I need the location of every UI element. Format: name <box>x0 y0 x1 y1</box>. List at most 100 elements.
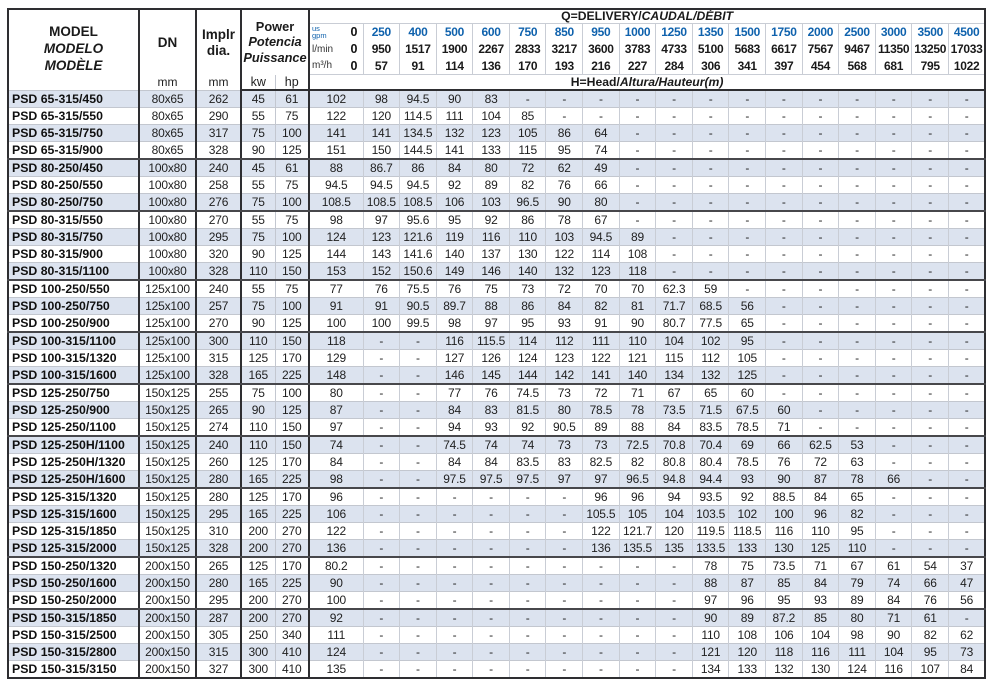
head-cell: 86 <box>399 158 437 177</box>
head-cell: - <box>948 89 986 108</box>
head-cell: 100 <box>765 505 803 523</box>
model-label-es: MODELO <box>43 41 104 57</box>
head-cell: 93 <box>472 418 510 437</box>
flow-header-value: 5683 <box>728 40 766 58</box>
head-cell: - <box>435 487 473 506</box>
model-cell: PSD 150-250/1320 <box>8 556 140 575</box>
head-cell: - <box>911 193 949 212</box>
head-cell: 141 <box>435 141 473 160</box>
gpm-zero: 0 <box>350 25 358 40</box>
head-cell: - <box>911 349 949 367</box>
lmin-unit-cell: l/min 0 <box>308 40 363 58</box>
model-cell: PSD 125-315/1850 <box>8 522 140 540</box>
head-cell: - <box>472 608 510 627</box>
head-cell: - <box>399 591 437 610</box>
flow-header-value: 950 <box>582 23 620 41</box>
pump-row: PSD 150-250/1600 200x150 280 165 225 90- - - - - -… <box>8 574 986 592</box>
head-cell: 110 <box>691 626 729 644</box>
head-cell: 98 <box>309 470 363 489</box>
flow-header-value: 454 <box>801 57 839 75</box>
head-cell: - <box>838 401 876 419</box>
hp-cell: 170 <box>275 453 310 471</box>
kw-cell: 165 <box>241 470 276 489</box>
head-cell: - <box>399 418 437 437</box>
head-cell: 77 <box>435 383 473 402</box>
kw-cell: 200 <box>241 522 276 540</box>
impeller-cell: 328 <box>196 539 242 558</box>
head-cell: - <box>399 608 437 627</box>
head-cell: - <box>765 89 803 108</box>
head-cell: - <box>362 453 400 471</box>
head-cell: - <box>545 522 583 540</box>
head-cell: 95.6 <box>399 210 437 229</box>
head-cell: 151 <box>309 141 363 160</box>
head-cell: 116 <box>435 331 473 350</box>
head-cell: - <box>838 245 876 263</box>
dn-cell: 125x100 <box>139 314 197 333</box>
head-cell: 86 <box>545 124 583 142</box>
flow-header-value: 4733 <box>655 40 693 58</box>
head-cell: 68.5 <box>691 297 729 315</box>
head-cell: - <box>728 89 766 108</box>
head-cell: 81.5 <box>508 401 546 419</box>
flow-header-value: 2833 <box>508 40 546 58</box>
hp-cell: 75 <box>275 279 310 298</box>
head-cell: - <box>399 660 437 678</box>
head-cell: - <box>765 366 803 385</box>
gpm-unit-cell: us gpm 0 <box>308 23 363 41</box>
head-cell: 73.5 <box>655 401 693 419</box>
head-cell: 106 <box>765 626 803 644</box>
pump-spec-table: MODEL MODELO MODÈLE DN mm Implr dia. mm … <box>7 8 987 679</box>
dn-cell: 150x125 <box>139 539 197 558</box>
flow-header-value: 2000 <box>801 23 839 41</box>
head-cell: 85 <box>508 107 546 125</box>
hp-cell: 100 <box>275 193 310 212</box>
head-cell: 123 <box>472 124 510 142</box>
head-cell: - <box>728 141 766 160</box>
head-cell: - <box>655 574 693 592</box>
head-cell: 65 <box>838 487 876 506</box>
head-cell: - <box>765 158 803 177</box>
head-cell: - <box>582 556 620 575</box>
head-cell: 105 <box>618 505 656 523</box>
head-cell: 72.5 <box>618 435 656 454</box>
head-cell: 80 <box>582 193 620 212</box>
head-cell: - <box>874 383 912 402</box>
hp-cell: 270 <box>275 539 310 558</box>
dn-column-header: DN mm <box>139 9 197 90</box>
flow-header-value: 6617 <box>765 40 803 58</box>
head-cell: - <box>801 297 839 315</box>
head-cell: - <box>874 366 912 385</box>
head-cell: - <box>655 556 693 575</box>
pump-row: PSD 125-315/1600 150x125 295 165 225 106- - - - -… <box>8 505 986 523</box>
head-cell: 80 <box>472 158 510 177</box>
pump-row: PSD 80-250/750 100x80 276 75 100 108.5 108.5 10… <box>8 193 986 212</box>
head-cell: 88 <box>472 297 510 315</box>
head-cell: 76 <box>765 453 803 471</box>
flow-header-value: 1750 <box>765 23 803 41</box>
flow-header-value: 114 <box>435 57 473 75</box>
head-cell: - <box>655 176 693 194</box>
kw-cell: 200 <box>241 608 276 627</box>
head-cell: 116 <box>765 522 803 540</box>
head-cell: 118 <box>618 262 656 281</box>
head-cell: 90 <box>435 89 473 108</box>
head-cell: 134 <box>691 660 729 678</box>
head-cell: - <box>582 643 620 661</box>
head-cell: 70 <box>582 279 620 298</box>
head-cell: 93.5 <box>691 487 729 506</box>
head-cell: - <box>874 539 912 558</box>
impeller-cell: 255 <box>196 383 242 402</box>
head-cell: - <box>618 193 656 212</box>
hp-cell: 225 <box>275 574 310 592</box>
head-cell: - <box>948 279 986 298</box>
head-cell: - <box>801 383 839 402</box>
head-cell: - <box>948 539 986 558</box>
flow-header-value: 400 <box>399 23 437 41</box>
head-cell: - <box>801 124 839 142</box>
head-cell: 87.2 <box>765 608 803 627</box>
head-cell: - <box>948 107 986 125</box>
dn-cell: 200x150 <box>139 626 197 644</box>
head-cell: 67.5 <box>728 401 766 419</box>
head-cell: - <box>948 314 986 333</box>
